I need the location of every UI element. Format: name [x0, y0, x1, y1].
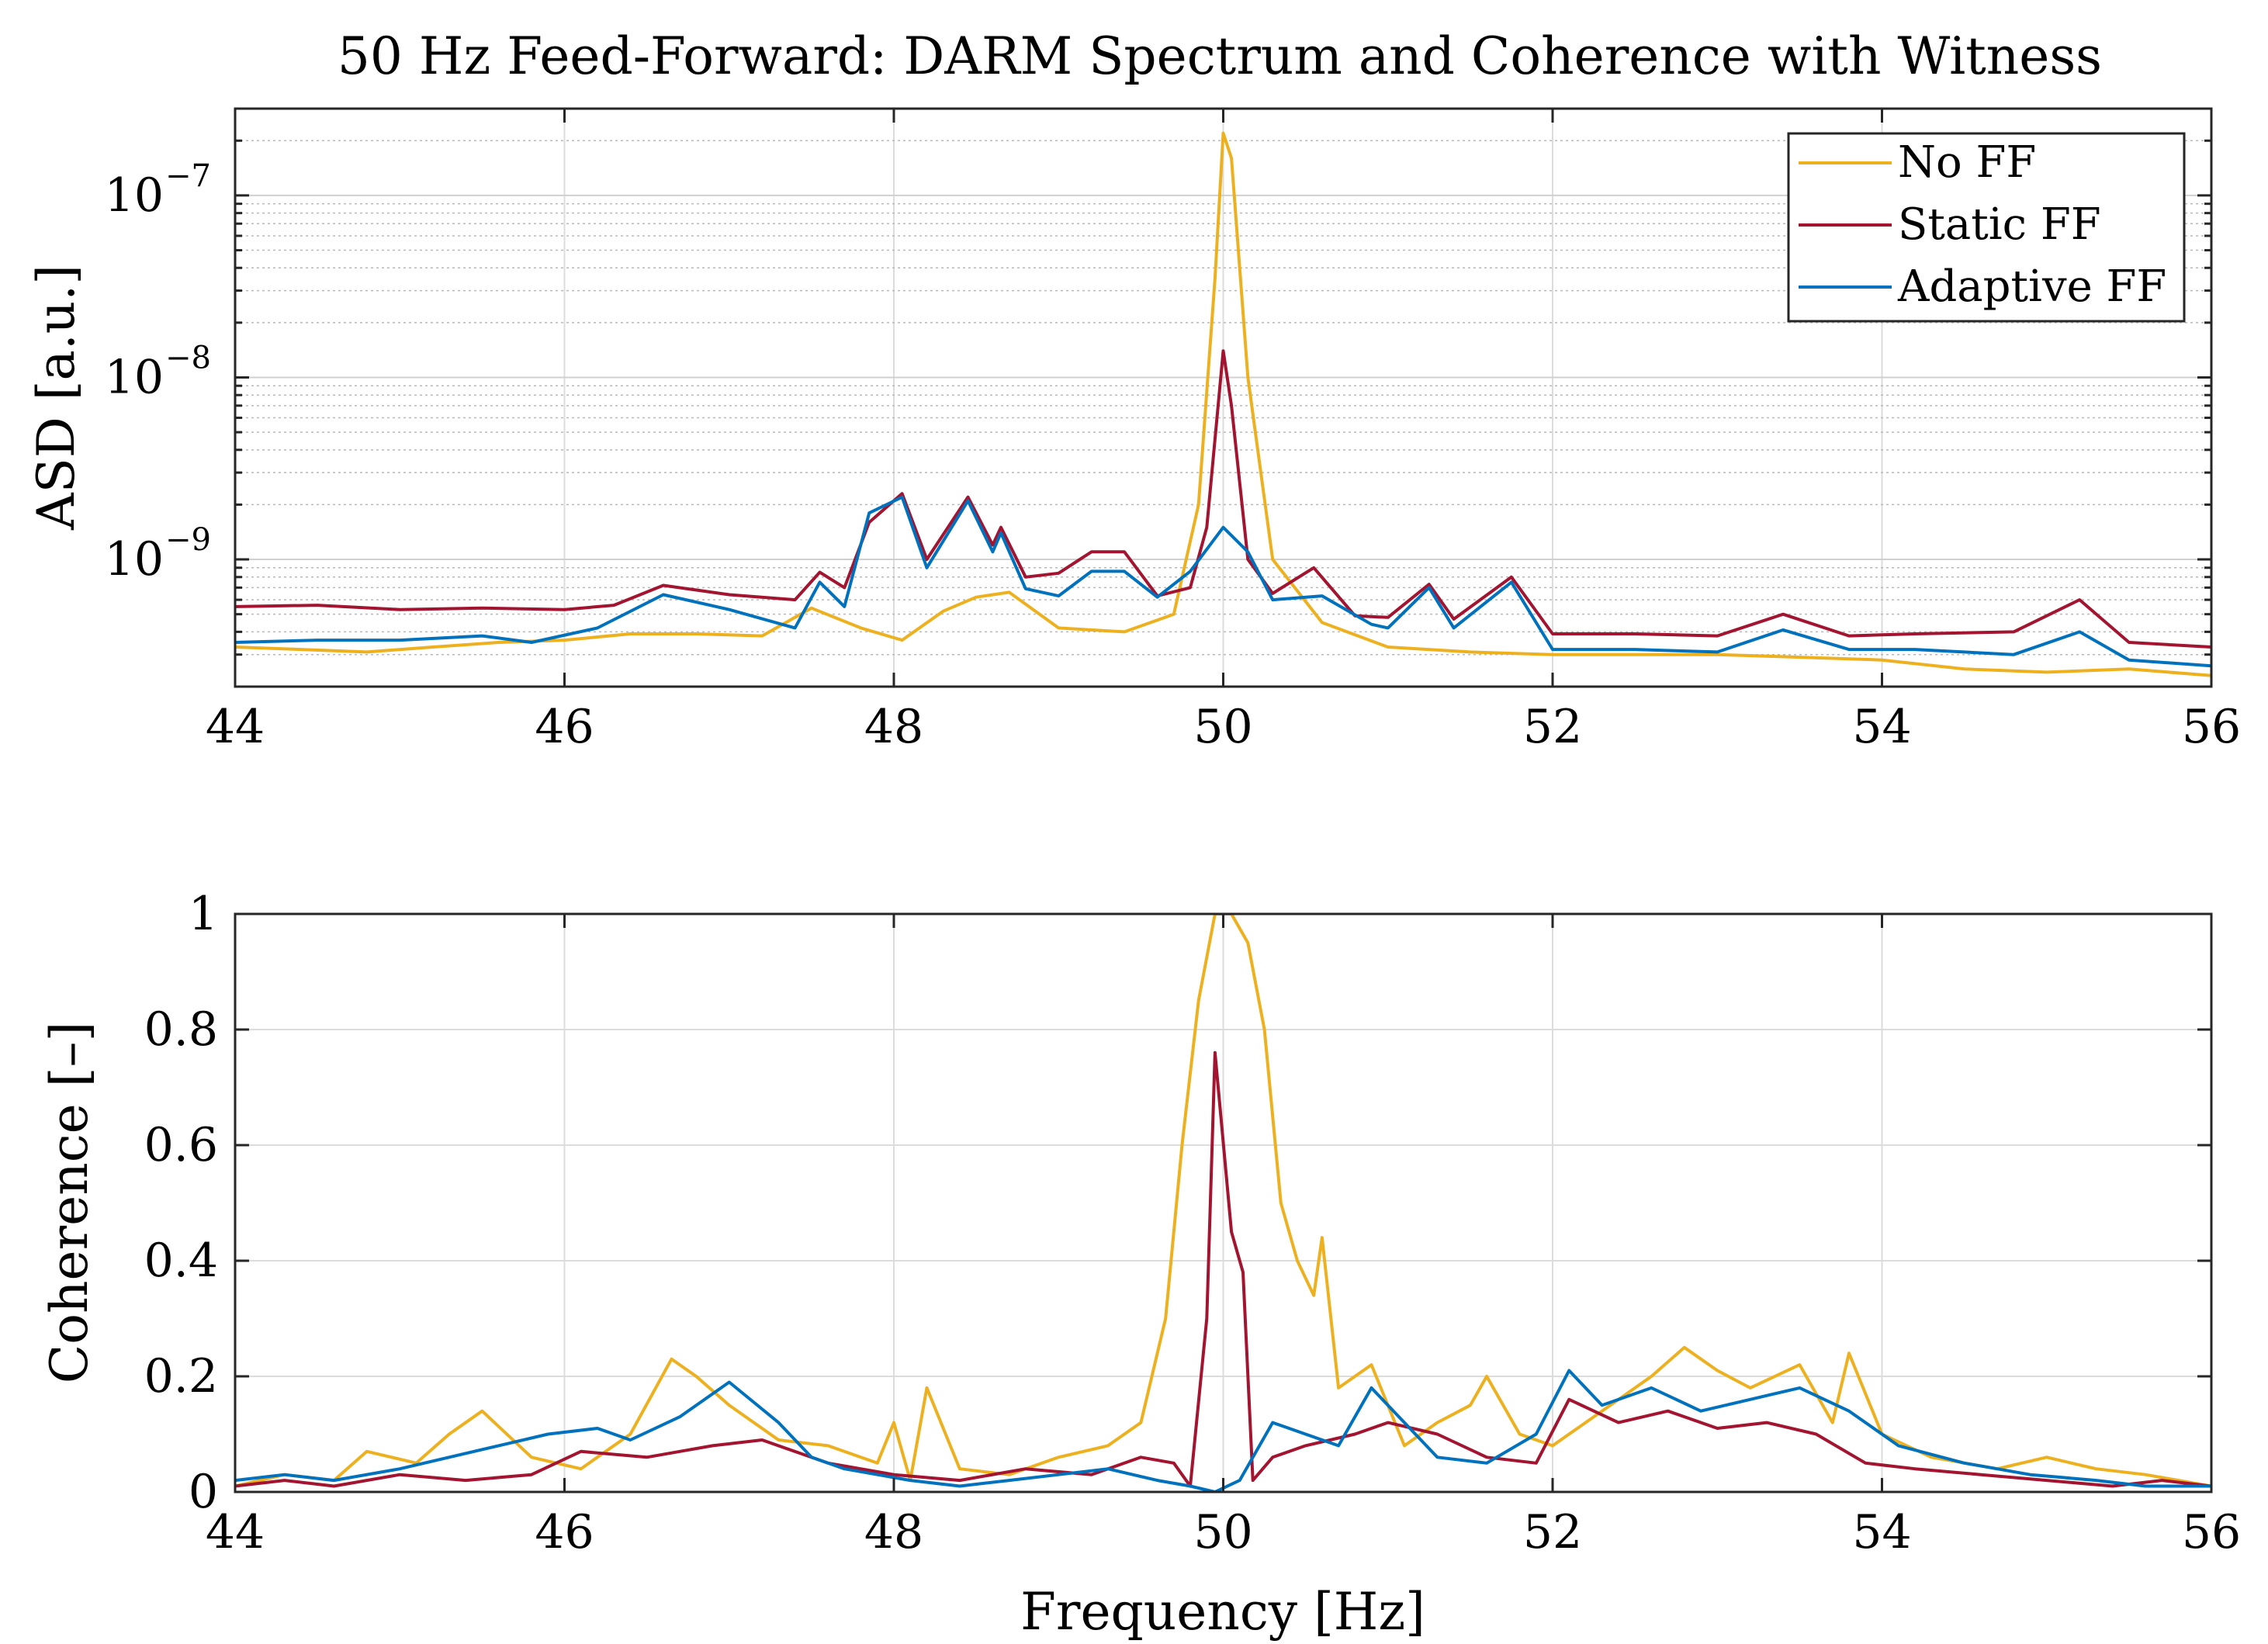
asd-y-axis-label: ASD [a.u.]	[26, 265, 86, 531]
asd-y-tick-label-0: 10	[105, 168, 164, 223]
asd-y-tick-labels: 10−710−810−9	[105, 158, 211, 587]
asd-y-tick-label-1: 10	[105, 350, 164, 404]
asd-series-line-2	[235, 495, 2211, 668]
coherence-y-axis-label: Coherence [–]	[40, 1022, 99, 1383]
coherence-x-tick-labels: 44 46 48 50 52 54 56	[206, 1505, 2241, 1559]
asd-x-tick-label-6: 56	[2182, 700, 2241, 754]
chart-title: 50 Hz Feed-Forward: DARM Spectrum and Co…	[338, 26, 2102, 86]
legend: No FF Static FF Adaptive FF	[1787, 132, 2186, 323]
coherence-ticks	[234, 912, 2213, 1493]
coherence-y-tick-label-2: 0.4	[144, 1234, 218, 1288]
asd-x-tick-label-4: 52	[1523, 700, 1582, 754]
coherence-x-tick-label-1: 46	[535, 1505, 594, 1559]
coherence-x-tick-label-2: 48	[864, 1505, 923, 1559]
legend-box	[1787, 132, 2186, 323]
legend-label-static-ff: Static FF	[1898, 199, 2101, 250]
coherence-y-tick-label-0: 0	[189, 1465, 218, 1519]
coherence-series-line-0	[235, 914, 2211, 1488]
asd-series-group	[235, 131, 2211, 677]
coherence-y-tick-label-1: 0.2	[144, 1349, 218, 1403]
coherence-series-line-2	[235, 1369, 2211, 1492]
asd-x-tick-label-0: 44	[206, 700, 265, 754]
legend-label-adaptive-ff: Adaptive FF	[1897, 261, 2166, 312]
asd-x-tick-label-3: 50	[1193, 700, 1252, 754]
asd-y-tick-exponent-1: −8	[165, 340, 211, 376]
asd-y-tick-exponent-2: −9	[165, 522, 211, 558]
coherence-y-tick-label-4: 0.8	[144, 1002, 218, 1057]
asd-x-tick-label-2: 48	[864, 700, 923, 754]
coherence-y-tick-label-3: 0.6	[144, 1118, 218, 1172]
coherence-x-tick-label-6: 56	[2182, 1505, 2241, 1559]
asd-y-tick-exponent-0: −7	[165, 158, 211, 194]
asd-x-tick-label-5: 54	[1852, 700, 1911, 754]
asd-series-line-1	[235, 349, 2211, 649]
asd-x-tick-label-1: 46	[535, 700, 594, 754]
x-axis-label: Frequency [Hz]	[1020, 1582, 1425, 1642]
legend-label-no-ff: No FF	[1898, 137, 2036, 188]
coherence-x-tick-label-3: 50	[1193, 1505, 1252, 1559]
asd-x-tick-labels: 44 46 48 50 52 54 56	[206, 700, 2241, 754]
coherence-series-group	[235, 914, 2211, 1492]
coherence-x-tick-label-0: 44	[206, 1505, 265, 1559]
coherence-y-tick-label-5: 1	[189, 887, 218, 941]
coherence-axes: 44 46 48 50 52 54 56 0 0.2 0.4 0.6 0.8 1 Coherence …	[40, 887, 2241, 1642]
coherence-x-tick-label-4: 52	[1523, 1505, 1582, 1559]
asd-series-line-0	[235, 131, 2211, 677]
coherence-x-tick-label-5: 54	[1852, 1505, 1911, 1559]
asd-axes: 44 46 48 50 52 54 56 10−710−810−9 ASD [a.u.] N…	[26, 107, 2241, 754]
coherence-series-line-1	[235, 1050, 2211, 1488]
asd-ticks	[234, 107, 2213, 688]
coherence-y-tick-labels: 0 0.2 0.4 0.6 0.8 1	[144, 887, 218, 1519]
asd-y-tick-label-2: 10	[105, 532, 164, 587]
